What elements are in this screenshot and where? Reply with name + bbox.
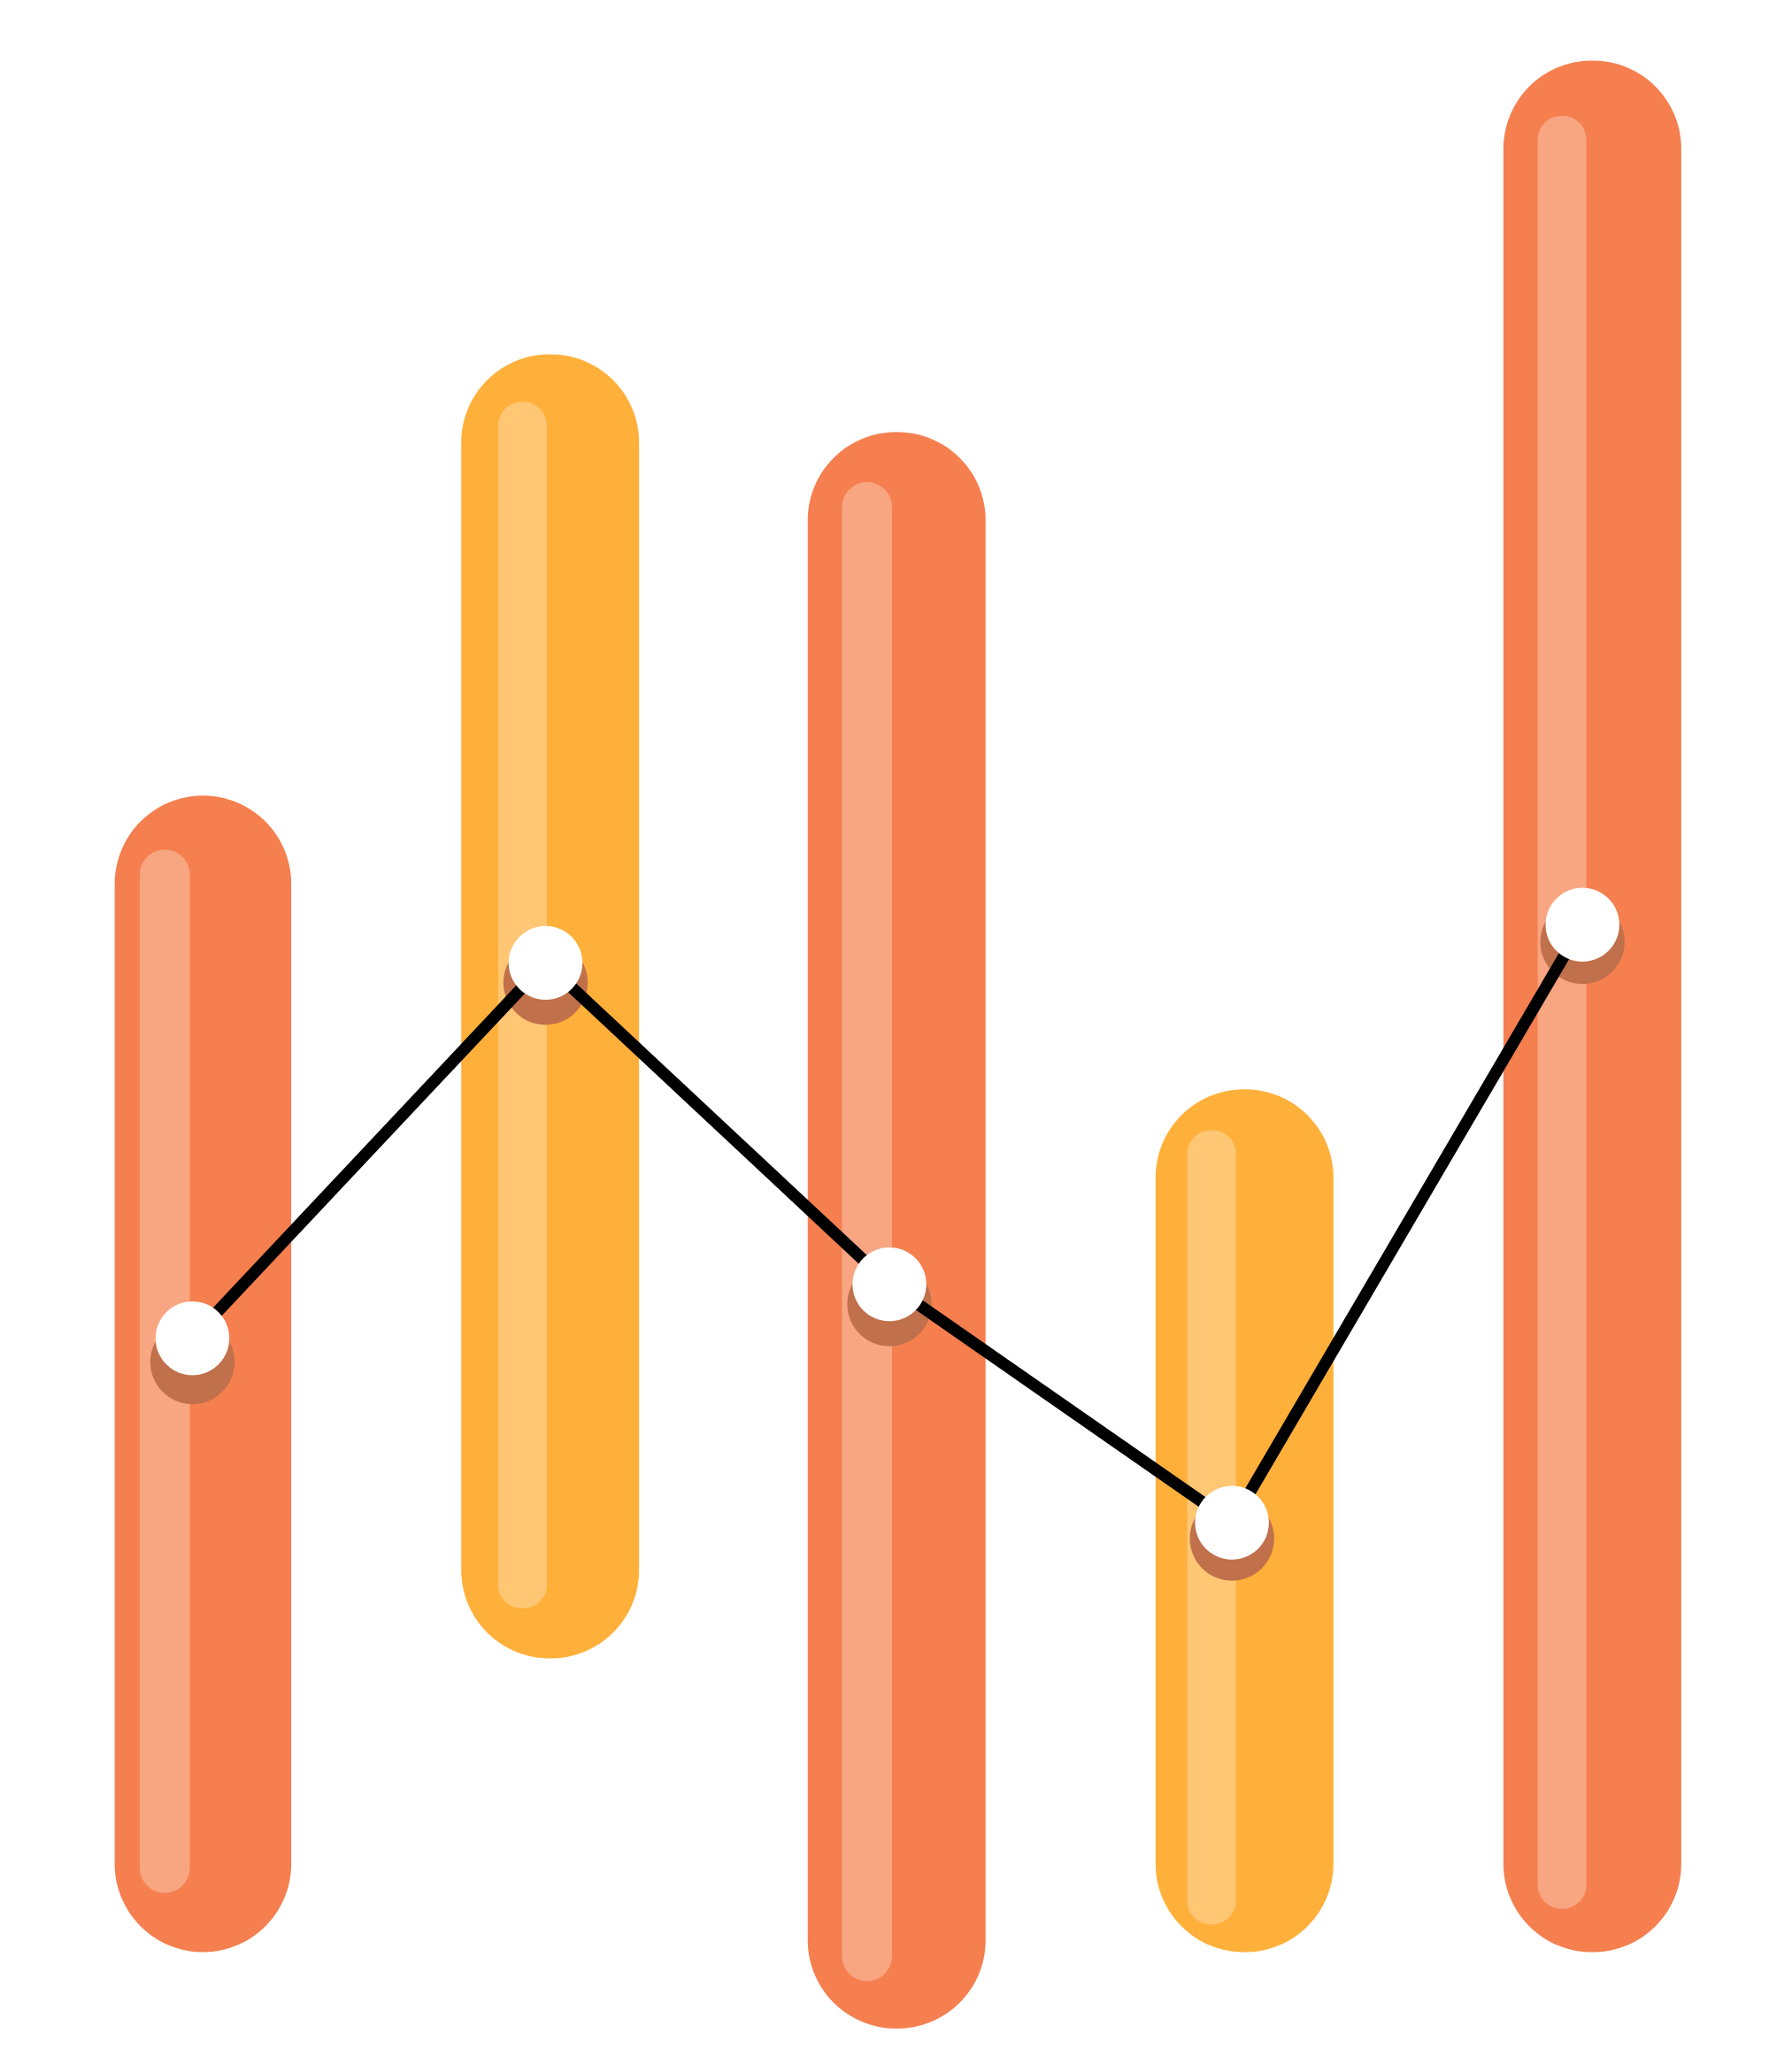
points [155,887,1619,1560]
point [508,925,583,1001]
bar-highlight [842,481,893,1982]
point [1545,887,1619,962]
point [852,1247,927,1322]
bar-highlight [1537,116,1587,1909]
point [155,1301,230,1376]
point [1195,1485,1269,1560]
bars [114,60,1681,2029]
